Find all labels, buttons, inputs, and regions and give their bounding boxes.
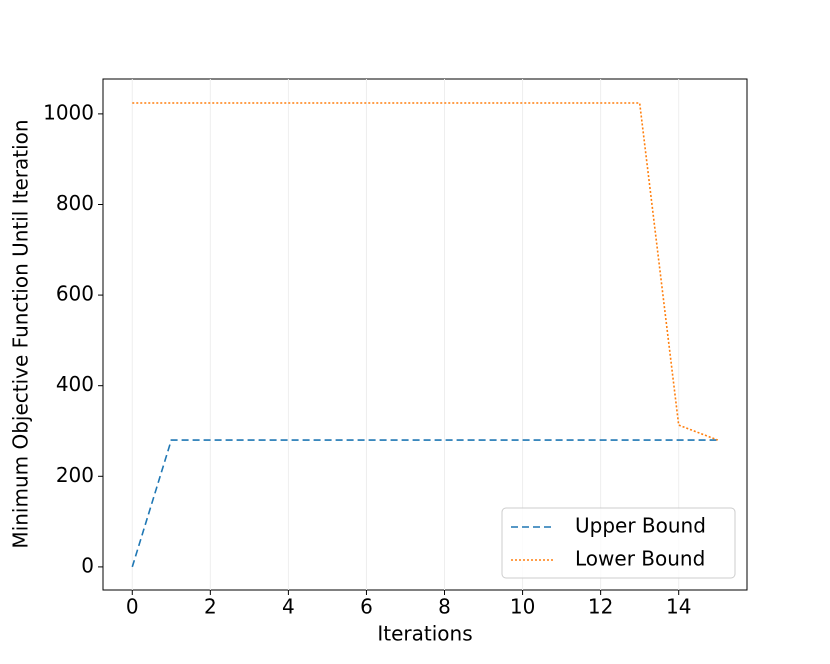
y-tick-label: 200 xyxy=(56,463,94,487)
x-tick-label: 10 xyxy=(510,595,535,619)
x-tick-label: 4 xyxy=(282,595,295,619)
x-tick-label: 0 xyxy=(126,595,139,619)
legend-label: Lower Bound xyxy=(575,547,705,571)
y-tick-label: 800 xyxy=(56,191,94,215)
y-tick-label: 600 xyxy=(56,282,94,306)
legend-box xyxy=(501,507,736,579)
y-tick-label: 0 xyxy=(81,553,94,577)
series-line xyxy=(132,102,719,441)
x-tick-label: 12 xyxy=(588,595,613,619)
x-tick-label: 6 xyxy=(360,595,373,619)
y-tick-label: 400 xyxy=(56,372,94,396)
legend-label: Upper Bound xyxy=(575,514,706,538)
plot-frame xyxy=(102,78,748,591)
x-tick-label: 8 xyxy=(438,595,451,619)
x-tick-label: 2 xyxy=(204,595,217,619)
x-axis-label: Iterations xyxy=(377,622,472,646)
y-axis-label: Minimum Objective Function Until Iterati… xyxy=(9,119,33,548)
y-tick-label: 1000 xyxy=(43,100,94,124)
x-tick-label: 14 xyxy=(666,595,691,619)
series-line xyxy=(131,439,718,568)
